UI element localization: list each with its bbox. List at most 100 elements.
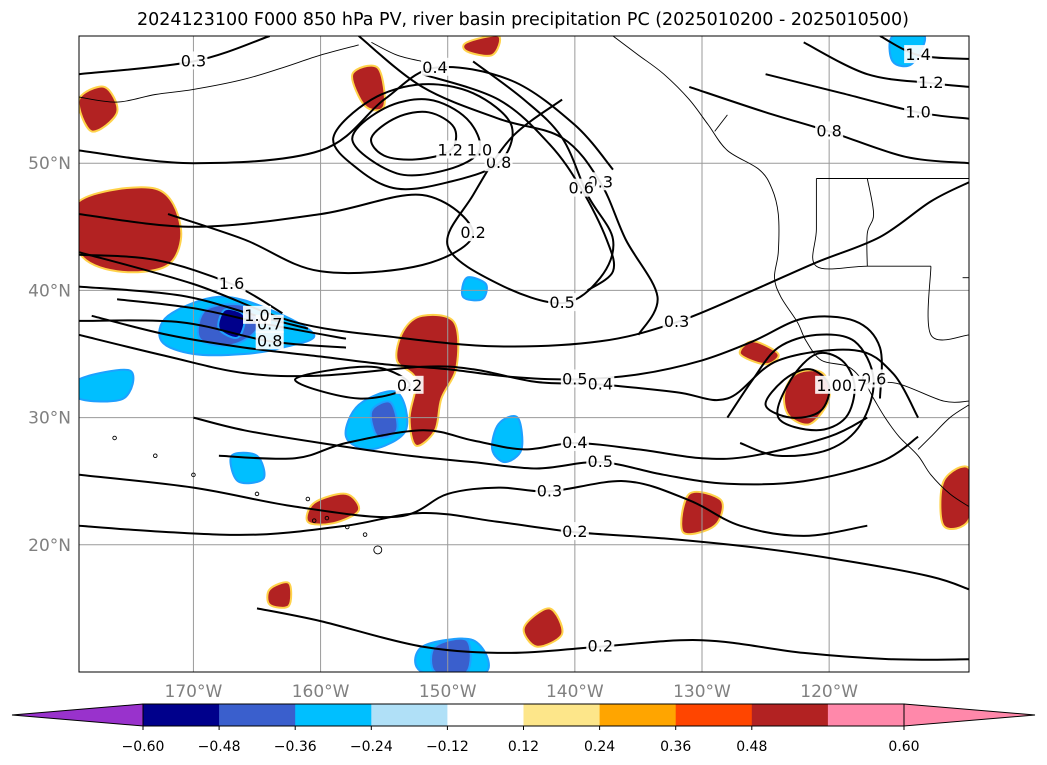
pv-contour-label-bg-16 — [840, 375, 869, 394]
pv-contour-label-bg-12 — [586, 452, 615, 471]
pv-contour-label-bg-4 — [179, 51, 208, 70]
pv-contour-0 — [79, 511, 969, 591]
pv-contour-25 — [370, 110, 458, 161]
colorbar-bin-8 — [751, 704, 829, 726]
pv-contour-label-bg-10 — [560, 433, 589, 452]
pv-contour-18 — [332, 83, 514, 191]
precip-pc-region-8 — [522, 607, 564, 648]
pv-contour-label-bg-2 — [459, 223, 488, 242]
map-frame — [78, 35, 970, 673]
island-1 — [362, 532, 368, 537]
lat-tick-label-1: 30°N — [28, 409, 71, 429]
colorbar-tick-label-4: −0.12 — [426, 739, 469, 755]
pv-contour-label-4: 0.3 — [181, 51, 206, 70]
precip-pc-region-6 — [305, 492, 361, 526]
lon-tick-label-5: 120°W — [800, 682, 858, 702]
pv-contour-label-27: 1.4 — [905, 45, 930, 64]
island-5 — [305, 496, 311, 502]
colorbar-bin-7 — [675, 704, 753, 726]
colorbar-extend-low — [11, 703, 144, 727]
colorbar-bin-2 — [295, 704, 372, 726]
precip-pc-region-4 — [738, 340, 780, 366]
colorbar-tick-label-1: −0.48 — [198, 739, 241, 755]
pv-contour-label-bg-25 — [436, 140, 465, 159]
coastline-8 — [79, 44, 359, 103]
coastline-9 — [371, 41, 423, 62]
pv-contour-7 — [358, 36, 659, 336]
pv-contour-label-bg-5 — [662, 312, 691, 331]
pv-contour-28 — [79, 253, 283, 315]
colorbar-tick-label-6: 0.24 — [584, 739, 615, 755]
lon-tick-label-0: 170°W — [165, 682, 223, 702]
pv-contour-6 — [79, 473, 868, 537]
precip-pc-region-1 — [79, 85, 119, 133]
pv-contour-label-13: 0.5 — [549, 293, 574, 312]
pv-contour-label-16: 0.7 — [842, 376, 867, 395]
lat-lon-gridlines — [79, 36, 969, 672]
pv-contour-label-14: 0.6 — [568, 179, 593, 198]
pv-contour-23 — [765, 73, 969, 120]
colorbar-tick-label-5: 0.12 — [508, 739, 539, 755]
lon-tick-label-1: 160°W — [292, 682, 350, 702]
coastline-5 — [927, 266, 969, 341]
pv-contour-label-19: 0.8 — [816, 121, 841, 140]
pv-contour-label-9: 0.4 — [588, 375, 613, 394]
pv-contour-label-bg-13 — [548, 293, 577, 312]
island-3 — [324, 515, 330, 521]
pv-contour-label-bg-6 — [535, 481, 564, 500]
precip-pc-region-22 — [430, 637, 472, 672]
precip-pc-region-15 — [491, 415, 524, 464]
pv-contour-label-8: 0.4 — [422, 58, 447, 77]
coastline-0 — [612, 36, 969, 507]
precip-pc-region-9 — [266, 581, 293, 609]
colorbar-tick-label-2: −0.36 — [274, 739, 317, 755]
pv-contour-label-12: 0.5 — [588, 452, 613, 471]
precip-pc-region-14 — [79, 368, 135, 403]
lon-tick-label-3: 140°W — [546, 682, 604, 702]
pv-contour-label-bg-20 — [255, 331, 284, 350]
pv-contour-20 — [79, 319, 347, 349]
pv-contour-label-6: 0.3 — [537, 481, 562, 500]
pv-contour-label-24: 1.0 — [244, 306, 269, 325]
pv-contour-label-3: 0.2 — [397, 376, 422, 395]
coastline-3 — [812, 178, 931, 270]
island-7 — [191, 472, 196, 478]
pv-contour-label-bg-24 — [243, 305, 271, 324]
pv-contour-label-22: 1.0 — [816, 376, 841, 395]
pv-contour-26 — [803, 41, 969, 88]
pv-contour-16 — [776, 351, 856, 432]
chart-title: 2024123100 F000 850 hPa PV, river basin … — [137, 10, 909, 30]
pv-contour-label-bg-19 — [815, 121, 844, 140]
island-8 — [153, 453, 158, 459]
precip-pc-region-0 — [79, 186, 183, 274]
pv-contour-label-bg-28 — [217, 274, 246, 293]
pv-contour-label-bg-26 — [916, 73, 945, 92]
coastline-1 — [917, 404, 969, 450]
pv-contour-label-bg-3 — [395, 375, 424, 394]
pv-contour-label-2: 0.2 — [460, 223, 485, 242]
pv-contour-label-5: 0.3 — [664, 312, 689, 331]
pv-contour-label-bg-0 — [560, 522, 589, 541]
pv-contour-17 — [116, 298, 347, 340]
axis-tick-labels: 170°W 160°W 150°W 140°W 130°W 120°W 20°N 30°N 40… — [28, 154, 858, 702]
lat-tick-label-3: 50°N — [28, 154, 71, 174]
pv-contour-label-20: 0.8 — [257, 331, 282, 350]
pv-contour-label-23: 1.0 — [905, 102, 930, 121]
coastline-4 — [866, 178, 875, 267]
plot-area: 0.20.20.20.20.30.30.30.30.40.40.40.50.50… — [79, 36, 969, 672]
pv-contour-label-0: 0.2 — [562, 522, 587, 541]
pv-contour-label-bg-8 — [421, 57, 449, 76]
pv-contour-label-25: 1.2 — [438, 140, 463, 159]
island-9 — [112, 435, 117, 441]
pv-contour-label-bg-11 — [560, 369, 589, 388]
pv-contour-label-28: 1.6 — [219, 274, 244, 293]
colorbar-extend-high — [903, 703, 1036, 727]
colorbar-tick-label-7: 0.36 — [660, 739, 691, 755]
colorbar-tick-label-0: −0.60 — [122, 739, 165, 755]
lon-tick-label-2: 150°W — [419, 682, 477, 702]
pv-contour-label-21: 1.0 — [467, 140, 492, 159]
pv-contour-12 — [193, 416, 919, 486]
precip-pc-region-10 — [462, 36, 502, 57]
colorbar-bin-3 — [371, 704, 448, 726]
